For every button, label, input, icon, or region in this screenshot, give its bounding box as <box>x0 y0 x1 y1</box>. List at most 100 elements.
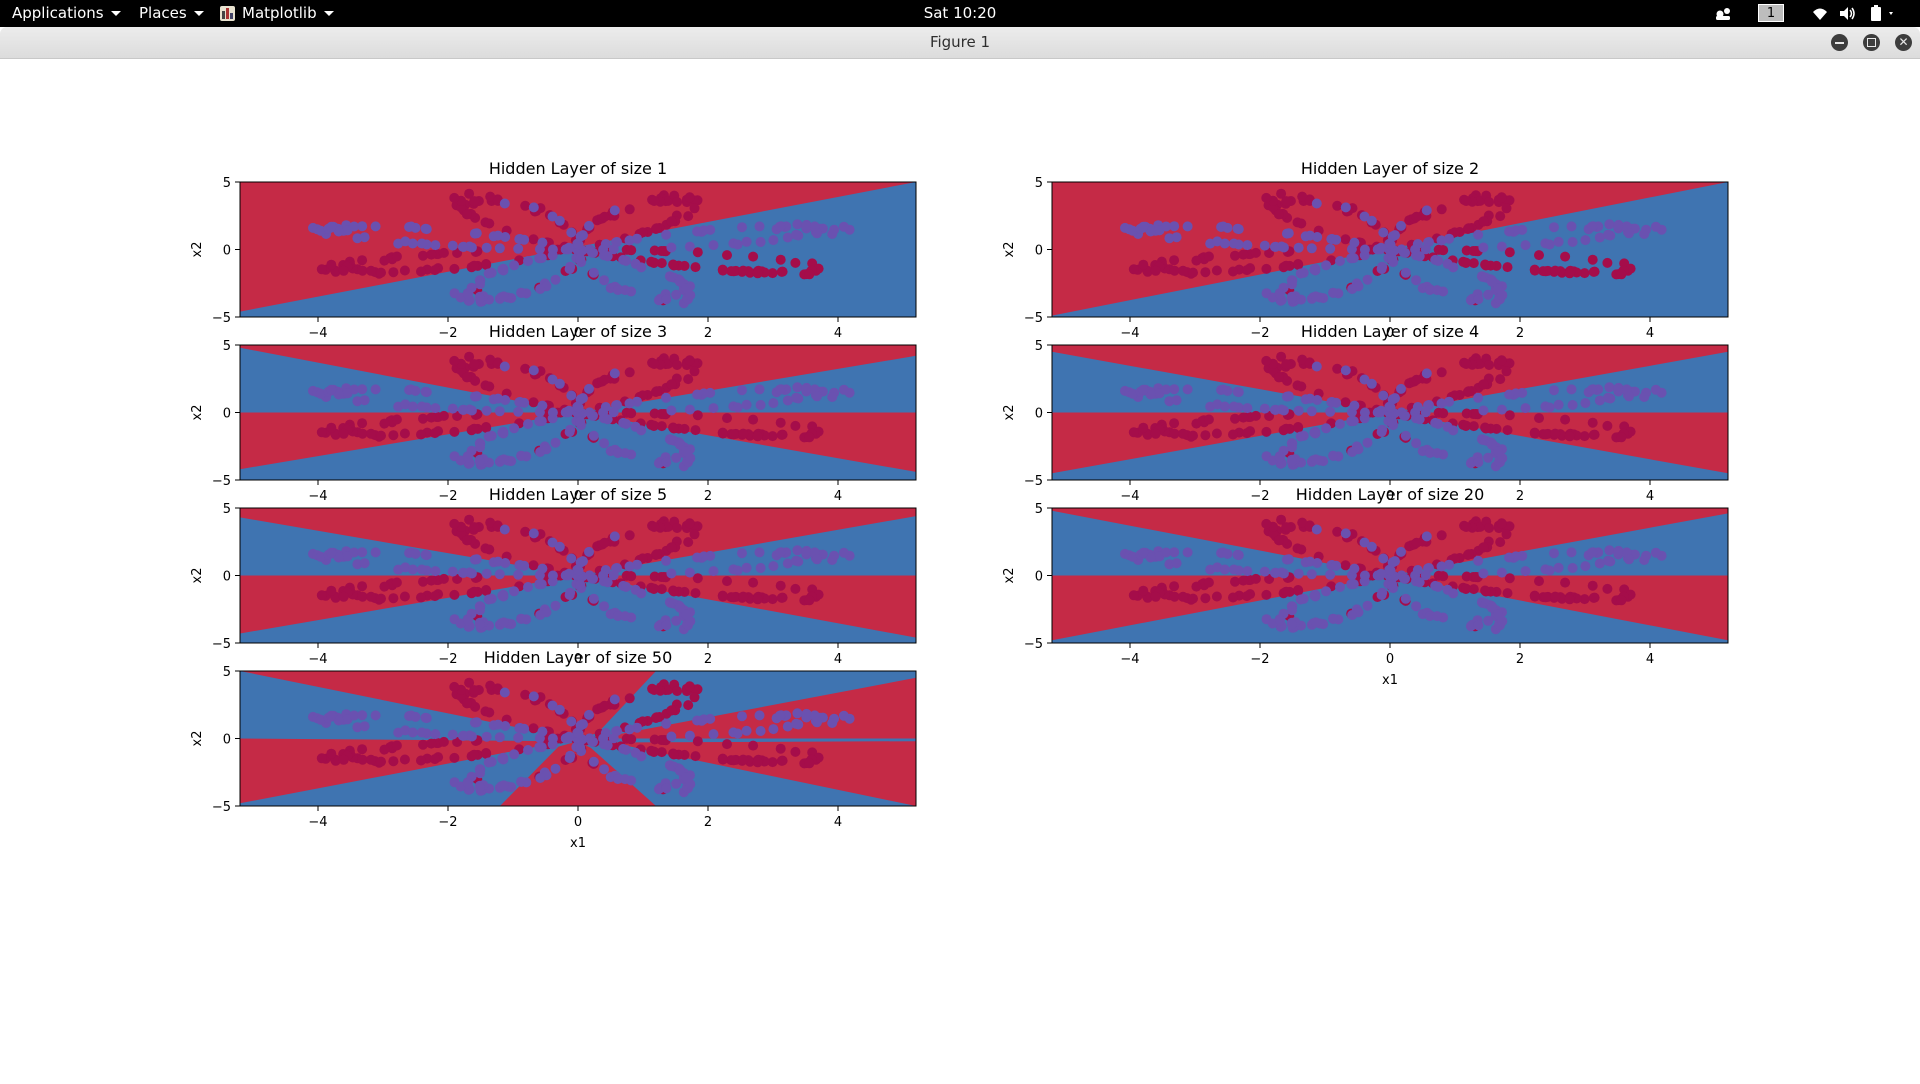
data-point <box>1359 211 1370 222</box>
minimize-button[interactable] <box>1831 34 1848 51</box>
data-point <box>1178 591 1188 602</box>
data-point <box>1311 524 1322 535</box>
data-point <box>1273 535 1284 546</box>
app-menu[interactable]: Matplotlib <box>220 0 334 27</box>
data-point <box>326 384 337 395</box>
y-tick-label: −5 <box>212 800 231 815</box>
data-point <box>349 710 360 721</box>
data-point <box>1484 197 1495 207</box>
data-point <box>1650 221 1661 232</box>
wifi-icon[interactable] <box>1811 0 1829 27</box>
data-point <box>483 268 494 279</box>
maximize-button[interactable] <box>1863 34 1880 51</box>
data-point <box>1411 438 1422 449</box>
data-point <box>1332 363 1343 374</box>
data-point <box>1261 589 1272 600</box>
data-point <box>1390 556 1400 567</box>
subplot-title: Hidden Layer of size 20 <box>1296 485 1485 504</box>
data-point <box>499 687 510 698</box>
data-point <box>755 563 766 573</box>
data-point <box>838 221 849 232</box>
data-point <box>651 386 662 397</box>
data-point <box>1549 385 1559 396</box>
data-point <box>1335 419 1345 429</box>
data-point <box>1274 289 1285 300</box>
data-point <box>1520 403 1531 414</box>
data-point <box>1331 560 1342 571</box>
workspace-switcher[interactable]: 1 <box>1758 4 1784 22</box>
data-point <box>462 778 473 789</box>
data-point <box>653 458 664 469</box>
data-point <box>671 289 682 300</box>
chevron-down-icon <box>193 11 204 16</box>
data-point <box>1145 552 1156 563</box>
plot-area <box>240 182 916 317</box>
subplot-title: Hidden Layer of size 4 <box>1301 322 1479 341</box>
user-menu-icon[interactable] <box>1714 0 1732 27</box>
data-point <box>1385 402 1396 413</box>
data-point <box>1297 354 1308 365</box>
data-point <box>1613 384 1624 395</box>
data-point <box>1484 360 1495 370</box>
data-point <box>349 221 360 232</box>
data-point <box>357 265 368 276</box>
data-point <box>400 399 411 410</box>
y-tick-label: 0 <box>1035 407 1043 422</box>
data-point <box>1414 251 1425 262</box>
data-point <box>1650 547 1661 558</box>
data-point <box>578 230 588 241</box>
data-point <box>608 244 619 255</box>
data-point <box>481 568 492 579</box>
data-point <box>1171 395 1182 406</box>
x-tick-label: 4 <box>834 652 842 667</box>
decision-region-red <box>240 671 656 739</box>
data-point <box>575 742 586 753</box>
data-point <box>1529 591 1540 602</box>
data-point <box>812 228 822 239</box>
data-point <box>1461 420 1472 431</box>
data-point <box>399 591 410 602</box>
x-tick-label: −2 <box>438 815 457 830</box>
data-point <box>1566 384 1577 395</box>
data-point <box>671 778 682 789</box>
data-point <box>1296 544 1307 555</box>
data-point <box>1550 265 1561 276</box>
power-menu[interactable] <box>1868 0 1898 27</box>
data-point <box>692 226 703 237</box>
data-point <box>649 420 660 431</box>
data-point <box>626 571 637 582</box>
data-point <box>1438 245 1449 256</box>
applications-menu[interactable]: Applications <box>12 0 121 27</box>
data-point <box>1560 577 1571 588</box>
window-titlebar[interactable]: Figure 1 ✕ <box>0 27 1920 59</box>
data-point <box>483 594 494 605</box>
data-point <box>498 291 509 302</box>
data-point <box>1433 418 1444 429</box>
data-point <box>430 566 441 577</box>
data-point <box>1228 401 1239 412</box>
data-point <box>728 755 739 766</box>
data-point <box>588 430 599 441</box>
subplot-7: −4 −2 0 2 4 −5 0 5 Hidden Layer of size 50 x2 x1 <box>190 648 917 851</box>
data-point <box>674 439 685 450</box>
data-point <box>554 704 565 715</box>
data-point <box>674 276 685 287</box>
close-button[interactable]: ✕ <box>1895 34 1912 51</box>
data-point <box>1340 528 1351 539</box>
data-point <box>416 266 426 277</box>
data-point <box>554 378 565 389</box>
data-point <box>509 423 520 434</box>
data-point <box>573 728 584 739</box>
data-point <box>1421 368 1432 379</box>
volume-icon[interactable] <box>1838 0 1856 27</box>
data-point <box>636 588 647 599</box>
data-point <box>1602 583 1613 594</box>
data-point <box>1588 266 1599 277</box>
data-point <box>513 732 524 743</box>
data-point <box>1161 547 1172 558</box>
data-point <box>612 448 623 458</box>
places-menu[interactable]: Places <box>139 0 204 27</box>
data-point <box>1169 591 1180 602</box>
data-point <box>1486 602 1497 613</box>
data-point <box>416 238 427 249</box>
